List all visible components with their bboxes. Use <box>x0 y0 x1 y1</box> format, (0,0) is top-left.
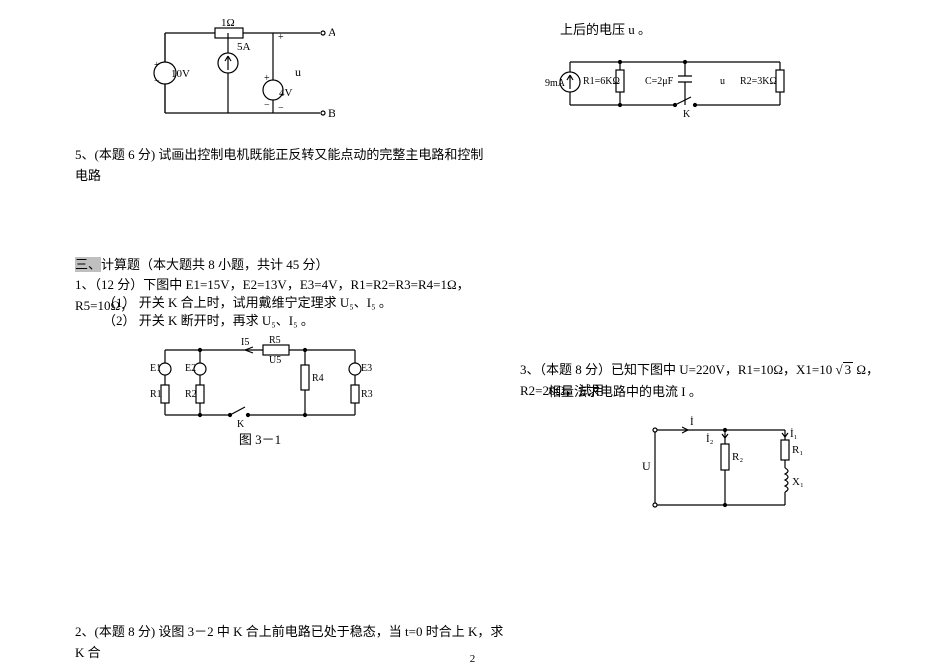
plus-u: + <box>278 32 284 43</box>
lbl-u-out: u <box>720 76 725 87</box>
q1-sub2: （2） 开关 K 断开时，再求 U₅、I₅ 。 <box>75 311 314 332</box>
circuit-q3: İ İ₁ İ₂ U R₂ R₁ X₁ <box>640 410 810 520</box>
lbl-r2: R₂ <box>732 451 743 463</box>
lbl-r2-3k: R2=3KΩ <box>740 76 777 87</box>
node-b: B <box>328 106 335 120</box>
lbl-k: K <box>237 419 245 430</box>
label-5a: 5A <box>237 41 251 53</box>
label-1ohm: 1Ω <box>221 18 235 29</box>
figure-3-1-caption: 图 3－1 <box>145 430 375 451</box>
q2-continuation: 上后的电压 u 。 <box>560 20 651 41</box>
lbl-r5: R5 <box>269 335 281 346</box>
section-3-heading: 三、计算题（本大题共 8 小题，共计 45 分） <box>75 255 329 276</box>
plus-10v: + <box>154 60 160 71</box>
figure-3-1: E1 E2 E3 R1 R2 R4 R3 R5 I5 U5 K 图 3－1 <box>145 335 375 451</box>
lbl-r2: R2 <box>185 389 197 400</box>
lbl-e2: E2 <box>185 363 196 374</box>
q3-part-a: 3、（本题 8 分）已知下图中 U=220V，R1=10Ω，X1=10 <box>520 362 832 377</box>
lbl-i: İ <box>690 416 694 428</box>
label-4v: 4V <box>279 87 293 99</box>
section3-title: 计算题（本大题共 8 小题，共计 45 分） <box>101 257 329 272</box>
lbl-u-src: U <box>642 459 651 473</box>
section3-prefix: 三、 <box>75 257 101 272</box>
figure-3-1-svg: E1 E2 E3 R1 R2 R4 R3 R5 I5 U5 K <box>145 335 375 430</box>
minus-u: − <box>278 103 284 114</box>
lbl-r1: R1 <box>150 389 162 400</box>
circuit-9ma-svg: 9mA R1=6KΩ C=2μF u R2=3KΩ K <box>545 50 800 120</box>
lbl-i1: İ₁ <box>790 428 798 440</box>
label-10v: 10V <box>171 68 190 80</box>
lbl-x1: X₁ <box>792 476 804 488</box>
circuit-10v-5a-svg: + − 10V 1Ω 5A + 4V − A B u + − <box>145 18 335 128</box>
label-u: u <box>295 65 301 79</box>
q3-line2: 相量法求电路中的电流 I 。 <box>548 382 702 403</box>
lbl-i5: I5 <box>241 337 249 348</box>
lbl-k2: K <box>683 109 691 120</box>
lbl-i2: İ₂ <box>706 433 714 445</box>
lbl-c: C=2μF <box>645 76 674 87</box>
minus-4v: − <box>264 100 270 111</box>
node-a: A <box>328 25 335 39</box>
lbl-r4: R4 <box>312 373 324 384</box>
minus-10v: − <box>154 76 160 87</box>
lbl-r3: R3 <box>361 389 373 400</box>
lbl-u5: U5 <box>269 355 281 366</box>
circuit-q3-svg: İ İ₁ İ₂ U R₂ R₁ X₁ <box>640 410 810 520</box>
lbl-r1: R₁ <box>792 444 803 456</box>
plus-4v: + <box>264 73 270 84</box>
lbl-e3: E3 <box>361 363 372 374</box>
circuit-9ma: 9mA R1=6KΩ C=2μF u R2=3KΩ K <box>545 50 800 120</box>
page-number: 2 <box>0 653 945 665</box>
q3-sqrt: 3 <box>843 362 854 376</box>
lbl-9ma: 9mA <box>545 78 566 89</box>
lbl-r1-6k: R1=6KΩ <box>583 76 620 87</box>
q5-text: 5、(本题 6 分) 试画出控制电机既能正反转又能点动的完整主电路和控制电路 <box>75 145 495 187</box>
lbl-e1: E1 <box>150 363 161 374</box>
circuit-10v-5a: + − 10V 1Ω 5A + 4V − A B u + − <box>145 18 335 128</box>
